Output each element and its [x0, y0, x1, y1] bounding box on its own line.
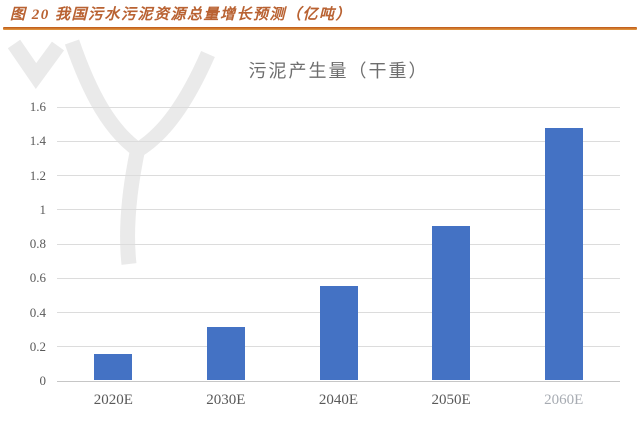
x-tick-label-2050E: 2050E	[431, 392, 471, 408]
gridline-y-0	[57, 380, 620, 382]
gridline-y-1.6	[57, 106, 620, 108]
bar-2060E	[544, 128, 583, 380]
x-tick-label-2060E: 2060E	[544, 392, 584, 408]
header-divider-rule	[3, 27, 637, 30]
y-tick-label: 1.4	[29, 133, 46, 149]
bar-2050E	[432, 225, 471, 380]
y-tick-label: 1.6	[29, 99, 46, 114]
bar-2020E	[94, 354, 133, 380]
gridline-y-1	[57, 209, 620, 211]
y-tick-label: 0.6	[29, 270, 46, 286]
y-tick-label: 1	[39, 201, 47, 217]
bar-2030E	[206, 326, 245, 380]
gridline-y-1.2	[57, 175, 620, 176]
y-tick-label: 0	[39, 373, 47, 388]
watermark-check-stroke	[8, 39, 65, 89]
bar-2040E	[319, 285, 358, 380]
y-tick-label: 0.2	[29, 338, 46, 354]
x-tick-label-2020E: 2020E	[93, 392, 133, 408]
figure-caption: 图 20 我国污水污泥资源总量增长预测（亿吨）	[10, 7, 353, 23]
x-tick-label-2030E: 2030E	[206, 392, 246, 408]
x-tick-label-2040E: 2040E	[318, 392, 359, 408]
plot-area	[57, 106, 620, 382]
report-header: 图 20 我国污水污泥资源总量增长预测（亿吨）	[10, 3, 630, 25]
gridline-y-0.6	[57, 277, 620, 279]
y-tick-label: 0.4	[29, 304, 46, 320]
chart-title: 污泥产生量（干重）	[248, 61, 429, 81]
y-tick-label: 1.2	[29, 167, 46, 183]
y-tick-label: 0.8	[29, 236, 46, 251]
gridline-y-1.4	[57, 140, 620, 142]
gridline-y-0.8	[57, 243, 620, 245]
